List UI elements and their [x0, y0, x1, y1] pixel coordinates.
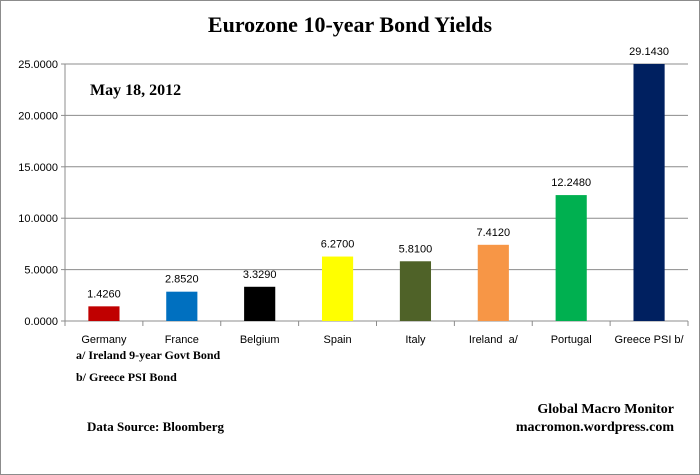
x-tick-label: Belgium — [240, 334, 280, 346]
data-label: 2.8520 — [165, 274, 199, 286]
bar-greece-psi-b — [633, 64, 665, 321]
chart-date: May 18, 2012 — [90, 82, 182, 99]
bar-ireland-a — [477, 244, 509, 321]
bar-france — [166, 291, 198, 321]
data-source: Data Source: Bloomberg — [87, 419, 224, 434]
bar-italy — [399, 261, 432, 321]
credit-name: Global Macro Monitor — [537, 402, 674, 417]
data-label: 5.8100 — [399, 243, 433, 255]
y-tick-label: 25.0000 — [18, 59, 58, 71]
chart-title: Eurozone 10-year Bond Yields — [207, 12, 493, 37]
x-tick-label: Italy — [405, 334, 426, 346]
data-label: 1.4260 — [87, 288, 121, 300]
data-label: 3.3290 — [243, 269, 277, 281]
x-tick-label: Spain — [323, 334, 351, 346]
credit-url: macromon.wordpress.com — [515, 420, 674, 435]
bar-germany — [88, 306, 120, 321]
x-tick-label: Greece PSI b/ — [615, 334, 685, 346]
y-tick-label: 10.0000 — [18, 213, 58, 225]
y-tick-label: 0.0000 — [24, 316, 58, 328]
data-label: 29.1430 — [629, 46, 669, 58]
data-label: 12.2480 — [551, 177, 591, 189]
y-tick-label: 20.0000 — [18, 110, 58, 122]
data-label: 7.4120 — [476, 227, 510, 239]
y-tick-label: 5.0000 — [24, 265, 58, 277]
x-tick-label: Ireland a/ — [469, 334, 519, 346]
footnote-ireland: a/ Ireland 9-year Govt Bond — [76, 348, 221, 362]
x-tick-label: Germany — [81, 334, 127, 346]
x-tick-label: Portugal — [551, 334, 592, 346]
footnote-greece: b/ Greece PSI Bond — [76, 370, 177, 384]
x-tick-label: France — [165, 334, 199, 346]
bar-belgium — [244, 286, 276, 321]
data-label: 6.2700 — [321, 239, 355, 251]
y-tick-label: 15.0000 — [18, 162, 58, 174]
bar-portugal — [555, 195, 587, 321]
bar-spain — [321, 256, 354, 321]
